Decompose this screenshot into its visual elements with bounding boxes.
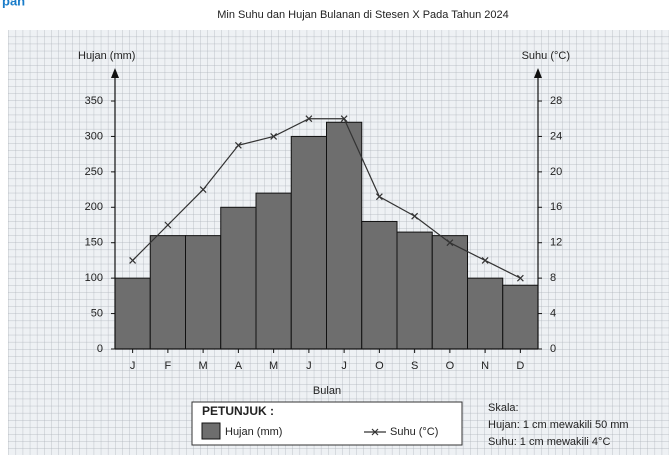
bar <box>149 235 186 350</box>
y-tick-label: 50 <box>91 307 103 319</box>
bar <box>431 235 468 350</box>
x-tick-label: N <box>481 360 489 372</box>
x-tick-label: D <box>516 360 524 372</box>
bar <box>114 277 151 350</box>
y-tick-label: 150 <box>85 237 103 249</box>
y-tick-label: 0 <box>97 343 103 355</box>
bar <box>220 206 257 350</box>
x-tick-label: S <box>411 360 418 372</box>
y2-tick-label: 8 <box>550 272 556 284</box>
legend-title: PETUNJUK : <box>202 404 274 418</box>
legend-label: Hujan (mm) <box>225 426 282 438</box>
temperature-point <box>446 239 454 247</box>
legend-marker <box>371 428 379 436</box>
y-axis-arrow <box>111 68 119 78</box>
legend-box <box>191 401 463 446</box>
x-tick-label: O <box>446 360 455 372</box>
y-tick-label: 350 <box>85 95 103 107</box>
x-tick-label: J <box>341 360 347 372</box>
y2-tick-label: 24 <box>550 130 562 142</box>
note: Hujan: 1 cm mewakili 50 mm <box>488 419 629 431</box>
y-axis-label: Hujan (mm) <box>78 50 135 62</box>
y2-tick-label: 28 <box>550 95 562 107</box>
x-tick-label: M <box>199 360 208 372</box>
bar <box>326 121 363 350</box>
bar <box>361 220 398 350</box>
temperature-point <box>481 257 489 264</box>
temperature-point <box>129 257 137 264</box>
bar <box>396 231 433 350</box>
x-tick-label: F <box>165 360 172 372</box>
bar <box>467 277 504 350</box>
y2-axis-label: Suhu (°C) <box>522 50 570 62</box>
temperature-point <box>234 141 242 149</box>
bar <box>255 192 292 350</box>
note: Skala: <box>488 402 519 414</box>
legend-swatch <box>201 422 221 440</box>
y2-axis-arrow <box>534 68 542 78</box>
temperature-point <box>516 274 524 282</box>
legend-label: Suhu (°C) <box>390 426 438 438</box>
chart-title: Min Suhu dan Hujan Bulanan di Stesen X P… <box>217 9 509 21</box>
x-tick-label: J <box>306 360 312 372</box>
y2-tick-label: 12 <box>550 237 562 249</box>
y2-tick-label: 16 <box>550 201 562 213</box>
y2-tick-label: 4 <box>550 307 556 319</box>
bar <box>502 284 539 350</box>
y-tick-label: 250 <box>85 166 103 178</box>
y-tick-label: 100 <box>85 272 103 284</box>
temperature-point <box>270 133 278 140</box>
y2-tick-label: 20 <box>550 166 562 178</box>
x-tick-label: M <box>269 360 278 372</box>
y2-tick-label: 0 <box>550 343 556 355</box>
x-tick-label: O <box>375 360 384 372</box>
temperature-point <box>199 186 207 193</box>
header: pan <box>2 0 25 8</box>
note: Suhu: 1 cm mewakili 4°C <box>488 436 610 448</box>
x-tick-label: A <box>235 360 243 372</box>
temperature-point <box>305 115 313 123</box>
y-tick-label: 200 <box>85 201 103 213</box>
y-tick-label: 300 <box>85 130 103 142</box>
bar <box>185 235 222 350</box>
x-axis-label: Bulan <box>313 385 341 397</box>
temperature-point <box>164 221 172 229</box>
bar <box>290 135 327 350</box>
x-tick-label: J <box>130 360 136 372</box>
temperature-point <box>411 212 419 220</box>
temperature-point <box>340 115 348 123</box>
temperature-point <box>375 193 383 201</box>
temperature-line <box>132 118 521 279</box>
